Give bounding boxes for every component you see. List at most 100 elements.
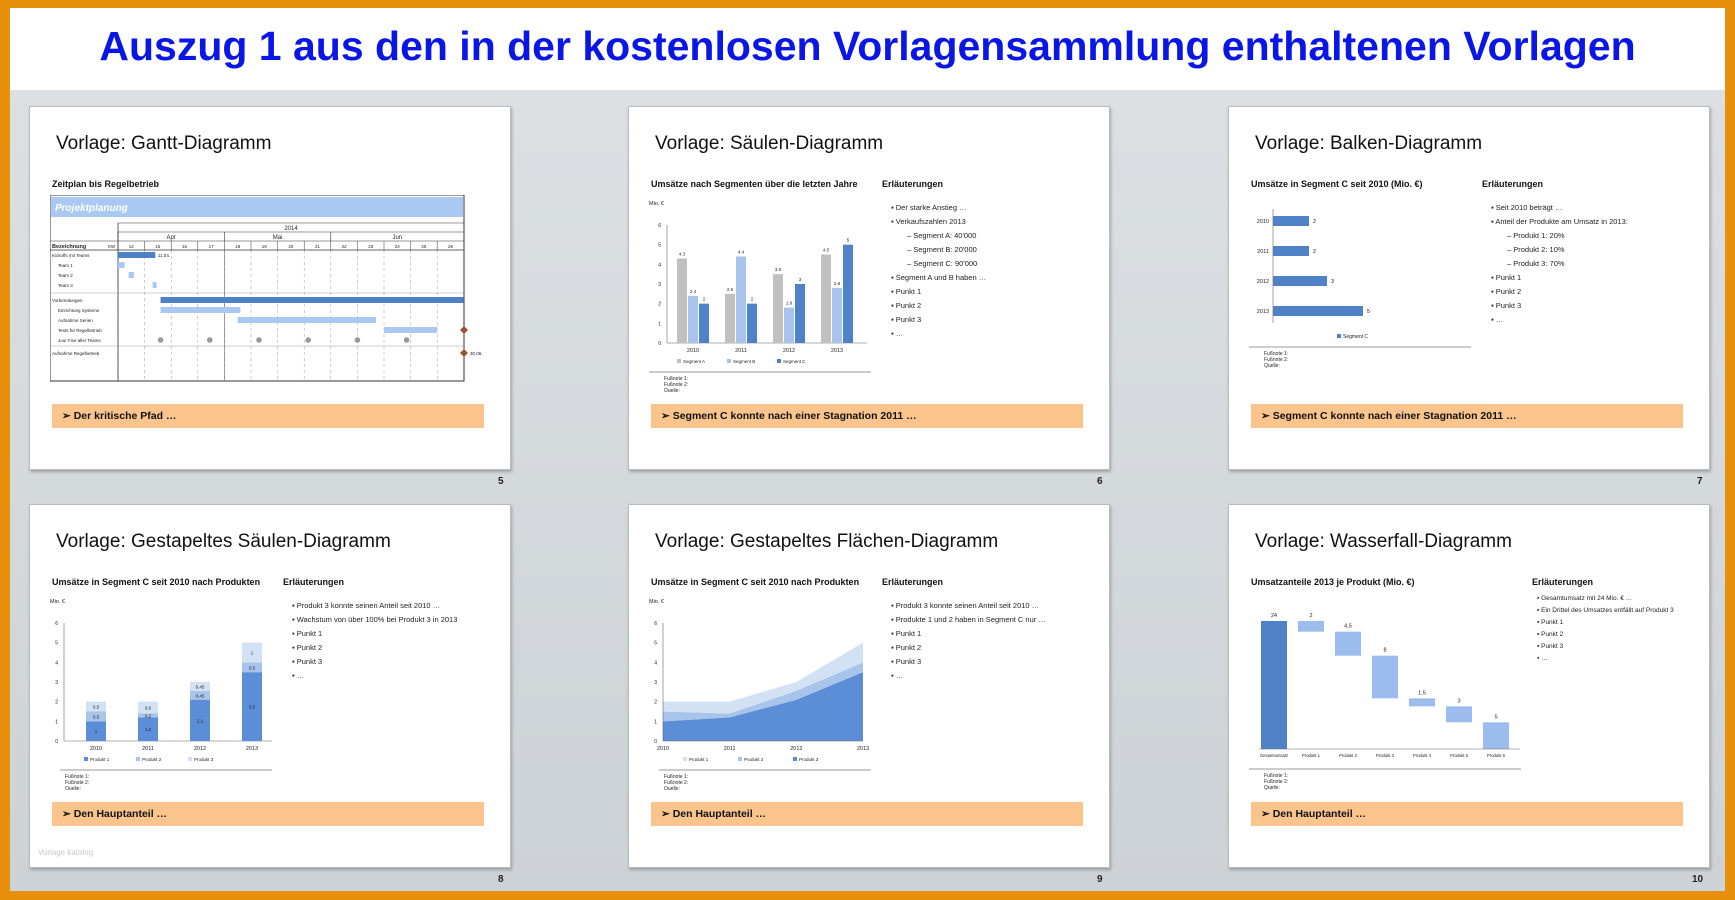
bullet-item: ▪ Ein Drittel des Umsatzes entfällt auf … [1537, 607, 1674, 614]
note-text: ➢ Den Hauptanteil … [661, 808, 767, 820]
note-box: ➢ Den Hauptanteil … [52, 802, 484, 826]
chart-bar [688, 295, 698, 343]
slide-number: 10 [1692, 874, 1704, 885]
data-label: 1,5 [1418, 690, 1426, 696]
chart-bar-segment [86, 721, 106, 741]
gantt-month: Jun [392, 235, 402, 241]
gantt-banner [51, 197, 463, 217]
bullet-item: ▪ Punkt 1 [1491, 273, 1522, 282]
y-tick-label: 4 [658, 262, 661, 268]
gantt-month: Mai [273, 235, 283, 241]
y-tick-label: 4 [55, 660, 58, 666]
slide-stacked-area-chart[interactable]: Vorlage: Gestapeltes Flächen-Diagramm Um… [628, 504, 1110, 868]
slide-title: Vorlage: Gestapeltes Säulen-Diagramm [56, 531, 391, 552]
y-tick-label: 3 [55, 680, 58, 686]
footnote: Fußnote 1: [1264, 773, 1288, 779]
data-label: 3.5 [775, 267, 782, 272]
x-tick-label: 2013 [857, 746, 869, 752]
legend-swatch [793, 757, 797, 761]
page-title: Auszug 1 aus den in der kostenlosen Vorl… [99, 23, 1636, 69]
chart-bar-segment [86, 701, 106, 712]
bullet-item: ▪ Punkt 2 [891, 643, 922, 652]
y-tick-label: 2012 [1257, 279, 1269, 285]
data-label: 1.8 [786, 301, 793, 306]
waterfall-bar [1261, 621, 1287, 749]
data-label: 8 [1383, 648, 1386, 654]
legend-swatch [1337, 334, 1341, 338]
bullet-item: ▪ Wachstum von über 100% bei Produkt 3 i… [292, 615, 458, 624]
gantt-row-label: Einrichtung Systeme [58, 308, 100, 313]
slide-number: 5 [498, 476, 504, 487]
waterfall-bar [1409, 698, 1435, 707]
data-label: 4.5 [823, 248, 830, 253]
data-label: 1 [251, 651, 254, 656]
gantt-milestone-diamond [460, 349, 468, 357]
data-label: 5 [1494, 714, 1497, 720]
slide-bar-chart[interactable]: Vorlage: Balken-Diagramm Umsätze in Segm… [1228, 106, 1710, 470]
y-tick-label: 1 [658, 321, 661, 327]
bullet-item: – Segment B: 20'000 [907, 245, 977, 254]
gantt-frame [50, 195, 465, 382]
legend-label: Produkt 1 [689, 757, 709, 762]
gantt-kw-label: KW [108, 244, 116, 249]
legend-label: Produkt 2 [142, 757, 162, 762]
gantt-month: Apr [167, 235, 176, 241]
data-label: 2 [703, 297, 706, 302]
chart-bar-segment [242, 672, 262, 741]
gantt-jourfixe-dot [354, 337, 361, 343]
y-tick-label: 0 [658, 341, 661, 347]
slide-column-chart[interactable]: Vorlage: Säulen-Diagramm Umsätze nach Se… [628, 106, 1110, 470]
data-label: 0,45 [196, 684, 205, 689]
slide-gantt[interactable]: Vorlage: Gantt-Diagramm Zeitplan bis Reg… [29, 106, 511, 470]
y-tick-label: 5 [654, 641, 657, 647]
note-text: ➢ Segment C konnte nach einer Stagnation… [1261, 410, 1517, 422]
footnote: Quelle: [664, 388, 680, 392]
bullet-item: ▪ Punkt 3 [1491, 301, 1522, 310]
chart-bar [1273, 306, 1363, 316]
bullet-item: ▪ Produkt 3 konnte seinen Anteil seit 20… [292, 601, 441, 610]
y-tick-label: 5 [658, 243, 661, 249]
chart-bar [677, 258, 687, 343]
chart-bar-segment [190, 699, 210, 741]
legend-label: Segment C [1343, 334, 1368, 340]
area-series [663, 662, 863, 722]
bullet-item: ▪ Punkt 1 [891, 629, 922, 638]
bullet-item: ▪ Punkt 1 [292, 629, 323, 638]
bullet-item: ▪ Punkt 2 [292, 643, 323, 652]
slide-waterfall-chart[interactable]: Vorlage: Wasserfall-Diagramm Umsatzantei… [1228, 504, 1710, 868]
data-label: 2.8 [834, 281, 841, 286]
chart-bar [795, 284, 805, 343]
legend-swatch [777, 359, 781, 363]
waterfall-chart: 24 Gesamtumsatz 2 Produkt 1 4,5 Produkt 2 8 Pro… [1249, 613, 1521, 790]
y-tick-label: 2 [55, 700, 58, 706]
gantt-milestone-label: 30.06. [470, 351, 483, 356]
y-tick-label: 1 [654, 719, 657, 725]
gantt-week: 22 [342, 244, 348, 249]
gantt-task-bar [160, 297, 464, 303]
header-bar: Auszug 1 aus den in der kostenlosen Vorl… [10, 8, 1725, 90]
waterfall-bar [1335, 631, 1361, 656]
slide-title: Vorlage: Gantt-Diagramm [56, 133, 272, 154]
explanations-heading: Erläuterungen [1532, 577, 1594, 587]
bullet-item: ▪ Punkt 2 [1537, 631, 1564, 638]
chart-bar [725, 293, 735, 343]
y-tick-label: 3 [654, 680, 657, 686]
bullet-item: ▪ … [1537, 655, 1548, 662]
bullet-item: ▪ Punkt 1 [891, 287, 922, 296]
y-tick-label: 2 [654, 700, 657, 706]
x-tick-label: 2011 [724, 746, 736, 752]
data-label: 2 [1313, 249, 1316, 255]
chart-bar-segment [138, 717, 158, 741]
stacked-column-chart: Mio. € 0 1 2 3 4 5 6 1 0,5 0,5 2010 1,2 0,2 0,6 2011 2,1… [50, 599, 272, 790]
gantt-task-bar [152, 282, 157, 288]
bullet-item: ▪ Punkt 3 [891, 315, 922, 324]
gantt-week: 18 [235, 244, 241, 249]
area-series [663, 642, 863, 714]
footnote: Quelle: [664, 786, 680, 790]
x-tick-label: 2011 [142, 746, 154, 752]
slide-stacked-column-chart[interactable]: Vorlage: Gestapeltes Säulen-Diagramm Ums… [29, 504, 511, 868]
data-label: 2,1 [197, 718, 204, 723]
data-label: 4.4 [738, 249, 745, 254]
bullet-item: ▪ Verkaufszahlen 2013 [891, 217, 966, 226]
x-tick-label: 2013 [831, 348, 843, 354]
